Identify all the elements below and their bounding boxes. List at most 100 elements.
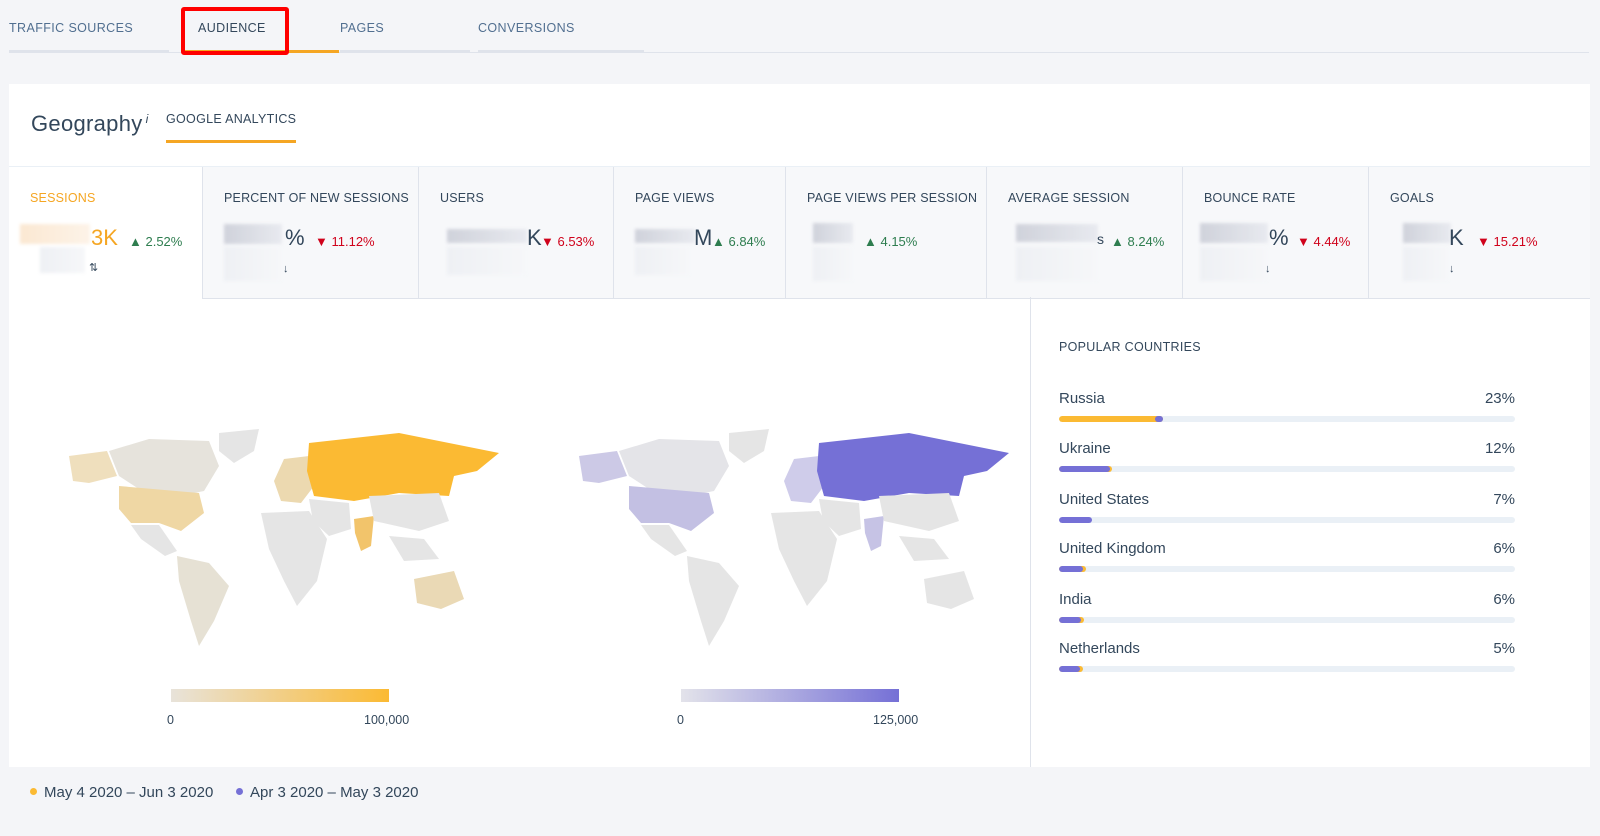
map-region-canada [109,439,219,496]
metric-change: ▲ 4.15% [864,234,918,249]
metric-label: USERS [440,191,485,205]
map-region-middle-east [309,499,351,536]
metric-value: % [1269,225,1289,250]
legend-gradient-previous [681,689,899,702]
popular-countries-title: POPULAR COUNTRIES [1059,340,1201,354]
geography-card: Geography i GOOGLE ANALYTICS SESSIONS 3K … [9,84,1590,767]
map-region-russia [817,433,1009,501]
country-name: Russia [1059,390,1105,407]
country-percent: 23% [1484,390,1515,407]
metric-value: M [694,225,713,250]
map-region-usa [629,486,714,531]
metric-value: s [1097,231,1104,247]
country-bar-track [1059,416,1515,422]
metric-value: % [285,225,305,250]
metric-label: BOUNCE RATE [1204,191,1296,205]
tab-label: PAGES [340,21,385,35]
country-percent: 12% [1484,440,1515,457]
metric-change-value: 4.44% [1313,234,1351,249]
country-name: Netherlands [1059,640,1140,657]
map-region-south-america [687,556,739,646]
legend-label: Apr 3 2020 – May 3 2020 [250,784,419,801]
map-area: 0 100,000 0 125,000 [9,297,1031,767]
country-name: United Kingdom [1059,540,1166,557]
metric-goals[interactable]: GOALS K ▼ 15.21% ↓ [1369,167,1590,298]
map-region-southeast-asia [899,536,949,561]
map-region-alaska [69,451,117,483]
arrow-down-icon: ↓ [283,263,289,275]
metric-change-value: 4.15% [880,234,918,249]
map-region-south-america [177,556,229,646]
legend-dot [30,788,37,795]
tab-label: CONVERSIONS [478,21,575,35]
map-region-india [354,516,374,551]
arrow-down-icon: ↓ [1449,263,1455,275]
metric-change: ▲ 8.24% [1111,234,1165,249]
map-region-east-asia [879,493,959,531]
legend-item-previous[interactable]: Apr 3 2020 – May 3 2020 [236,784,418,801]
geography-title: Geography i [31,111,149,137]
legend-min-label: 0 [677,713,684,727]
sort-arrows-icon[interactable]: ⇅ [89,262,99,274]
metric-label: SESSIONS [30,191,96,205]
metric-change: ▼ 6.53% [541,234,595,249]
metric-average-session[interactable]: AVERAGE SESSION s ▲ 8.24% [987,167,1183,298]
country-name: Ukraine [1059,440,1111,457]
metric-percent-new-sessions[interactable]: PERCENT OF NEW SESSIONS % ▼ 11.12% ↓ [203,167,419,298]
country-bar-previous [1059,566,1083,572]
tab-conversions[interactable]: CONVERSIONS [478,0,644,53]
metric-change-value: 2.52% [145,234,183,249]
country-name: United States [1059,491,1150,508]
map-region-greenland [729,429,769,463]
metric-label: AVERAGE SESSION [1008,191,1130,205]
legend-label: May 4 2020 – Jun 3 2020 [44,784,214,801]
country-bar-previous [1059,617,1081,623]
tab-google-analytics[interactable]: GOOGLE ANALYTICS [166,112,297,143]
metric-page-views-per-session[interactable]: PAGE VIEWS PER SESSION ▲ 4.15% [786,167,987,298]
arrow-down-icon: ↓ [1265,263,1271,275]
metric-bounce-rate[interactable]: BOUNCE RATE % ▼ 4.44% ↓ [1183,167,1369,298]
map-region-russia [307,433,499,501]
info-icon[interactable]: i [145,111,149,126]
country-bar-track [1059,666,1515,672]
map-region-east-asia [369,493,449,531]
country-percent: 6% [1493,540,1515,557]
country-bar-track [1059,617,1515,623]
map-region-usa [119,486,204,531]
legend-dot [236,788,243,795]
legend-item-current[interactable]: May 4 2020 – Jun 3 2020 [30,784,213,801]
country-percent: 5% [1493,640,1515,657]
world-map-previous[interactable] [579,421,1019,651]
metric-value: K [527,225,542,250]
metric-users[interactable]: USERS K ▼ 6.53% [419,167,614,298]
metric-sessions[interactable]: SESSIONS 3K ▲ 2.52% ⇅ [9,167,203,299]
tab-label: AUDIENCE [198,21,266,35]
geography-title-text: Geography [31,111,143,136]
map-region-europe [274,456,314,503]
map-region-india [864,516,884,551]
map-region-alaska [579,451,627,483]
country-percent: 7% [1493,491,1515,508]
map-region-africa [771,511,837,606]
country-bar-previous [1059,466,1110,472]
map-region-mexico [641,525,687,556]
map-region-africa [261,511,327,606]
legend-min-label: 0 [167,713,174,727]
country-bar-previous [1059,666,1080,672]
legend-max-label: 100,000 [364,713,410,727]
tab-traffic-sources[interactable]: TRAFFIC SOURCES [9,0,169,53]
tab-pages[interactable]: PAGES [340,0,470,53]
metric-change-value: 11.12% [331,234,375,249]
metric-label: PERCENT OF NEW SESSIONS [224,191,409,205]
map-region-greenland [219,429,259,463]
metric-label: PAGE VIEWS PER SESSION [807,191,978,205]
metric-page-views[interactable]: PAGE VIEWS M ▲ 6.84% [614,167,786,298]
metric-label: GOALS [1390,191,1435,205]
world-map-current[interactable] [69,421,509,651]
map-region-mexico [131,525,177,556]
metric-value: 3K [91,225,118,250]
map-region-middle-east [819,499,861,536]
country-bar-previous [1155,416,1163,422]
metric-value: K [1449,225,1464,250]
map-region-australia [414,571,464,609]
